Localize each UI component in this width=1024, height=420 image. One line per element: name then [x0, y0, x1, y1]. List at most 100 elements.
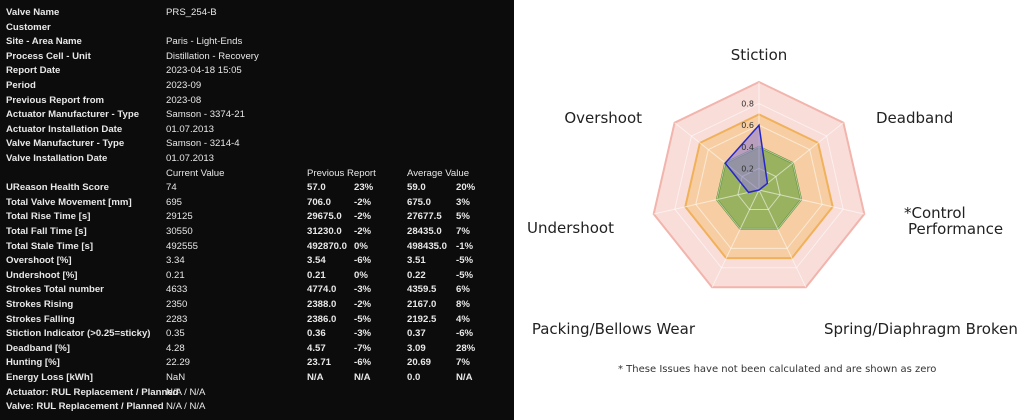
- metric-current: 492555: [166, 240, 199, 252]
- metric-current: 2350: [166, 299, 188, 310]
- radar-axis-label: Overshoot: [564, 109, 642, 127]
- metric-row: Stiction Indicator (>0.25=sticky) 0.35 0.3…: [0, 327, 514, 342]
- valve-report-panel: Valve Name PRS_254-B Customer Site - Area N…: [0, 0, 514, 420]
- info-row: Actuator Manufacturer - Type Samson - 337…: [0, 108, 514, 123]
- metric-average: 0.0: [407, 372, 421, 383]
- metric-average-pct: 28%: [456, 342, 476, 354]
- radar-tick-label: 0.8: [741, 100, 754, 109]
- metric-average-pct: -5%: [456, 269, 474, 281]
- metric-previous-pct: -6%: [354, 255, 372, 267]
- info-row: Previous Report from 2023-08: [0, 94, 514, 109]
- radar-axis-label: *Control Performance: [904, 204, 1003, 238]
- radar-tick-label: 0.4: [741, 143, 754, 152]
- info-label: Actuator Manufacturer - Type: [6, 109, 140, 121]
- metric-average: 4359.5: [407, 284, 437, 296]
- info-value: Samson - 3374-21: [166, 109, 245, 121]
- metric-average-pct: 20%: [456, 182, 476, 194]
- metric-previous-pct: -2%: [354, 226, 372, 237]
- metrics-header: Current Value Previous Report Average Va…: [0, 167, 514, 182]
- info-value: Distillation - Recovery: [166, 50, 259, 62]
- info-value: 01.07.2013: [166, 153, 215, 164]
- metric-average: 20.69: [407, 357, 432, 369]
- metric-average-pct: -5%: [456, 255, 474, 267]
- info-row: Period 2023-09: [0, 79, 514, 94]
- metric-current: 74: [166, 182, 177, 194]
- metric-previous-pct: -6%: [354, 357, 372, 369]
- info-label: Process Cell - Unit: [6, 50, 91, 62]
- chart-footnote: * These Issues have not been calculated …: [618, 364, 937, 375]
- metric-current: N/A / N/A: [166, 386, 206, 398]
- metric-previous: 3.54: [307, 255, 326, 267]
- metric-previous-pct: -2%: [354, 211, 372, 223]
- metric-current: 22.29: [166, 357, 191, 369]
- metric-row: Overshoot [%] 3.34 3.54 -6% 3.51 -5%: [0, 254, 514, 269]
- info-label: Valve Installation Date: [6, 153, 108, 164]
- metric-label: Energy Loss [kWh]: [6, 372, 93, 383]
- radar-spoke: [711, 189, 760, 288]
- metric-current: 0.21: [166, 269, 185, 281]
- info-value: PRS_254-B: [166, 7, 217, 18]
- metric-average: 0.22: [407, 269, 426, 281]
- info-label: Valve Manufacturer - Type: [6, 138, 125, 150]
- metric-row: Undershoot [%] 0.21 0.21 0% 0.22 -5%: [0, 269, 514, 284]
- metric-current: 3.34: [166, 255, 185, 267]
- radar-axis-label: Packing/Bellows Wear: [532, 320, 696, 338]
- metric-row: Total Fall Time [s] 30550 31230.0 -2% 28435.…: [0, 225, 514, 240]
- metric-average: 0.37: [407, 328, 426, 340]
- metric-label: Strokes Rising: [6, 299, 74, 310]
- info-row: Actuator Installation Date 01.07.2013: [0, 123, 514, 138]
- header-average-value: Average Value: [407, 167, 470, 179]
- metric-row: Hunting [%] 22.29 23.71 -6% 20.69 7%: [0, 356, 514, 371]
- metric-average-pct: -6%: [456, 328, 474, 340]
- info-label: Report Date: [6, 65, 61, 77]
- metric-average: 2192.5: [407, 313, 437, 325]
- metric-previous-pct: 0%: [354, 269, 368, 281]
- metric-label: Total Fall Time [s]: [6, 226, 87, 237]
- metric-row: Energy Loss [kWh] NaN N/A N/A 0.0 N/A: [0, 371, 514, 386]
- radar-gridline: [674, 103, 844, 269]
- info-label: Actuator Installation Date: [6, 123, 123, 135]
- metric-average: 2167.0: [407, 299, 437, 310]
- header-current-value: Current Value: [166, 167, 225, 179]
- info-value: Paris - Light-Ends: [166, 36, 243, 48]
- metric-average-pct: N/A: [456, 372, 473, 383]
- metric-previous: 2388.0: [307, 299, 337, 310]
- metric-average-pct: 5%: [456, 211, 470, 223]
- metric-average: 498435.0: [407, 240, 448, 252]
- metric-label: Actuator: RUL Replacement / Planned: [6, 386, 179, 398]
- metric-label: Deadband [%]: [6, 342, 70, 354]
- metric-previous: 492870.0: [307, 240, 348, 252]
- metric-label: Valve: RUL Replacement / Planned: [6, 401, 164, 413]
- info-row: Valve Installation Date 01.07.2013: [0, 152, 514, 167]
- metric-current: 30550: [166, 226, 193, 237]
- info-value: 01.07.2013: [166, 123, 215, 135]
- info-label: Customer: [6, 21, 51, 33]
- info-label: Period: [6, 80, 36, 91]
- metric-current: 695: [166, 196, 183, 208]
- metric-previous: 706.0: [307, 196, 332, 208]
- metric-previous-pct: -2%: [354, 196, 372, 208]
- info-label: Valve Name: [6, 7, 60, 18]
- radar-chart-panel: 0.2 0.4 0.6 0.8 Stiction Deadband *Control Perf…: [514, 0, 1024, 420]
- info-label: Previous Report from: [6, 94, 105, 106]
- info-row: Process Cell - Unit Distillation - Recove…: [0, 50, 514, 65]
- metric-previous-pct: N/A: [354, 372, 371, 383]
- metric-label: Undershoot [%]: [6, 269, 78, 281]
- radar-series-0: [724, 123, 769, 194]
- metric-row: Strokes Total number 4633 4774.0 -3% 4359.5 6…: [0, 283, 514, 298]
- metric-label: Stiction Indicator (>0.25=sticky): [6, 328, 151, 340]
- metric-row: Strokes Rising 2350 2388.0 -2% 2167.0 8%: [0, 298, 514, 313]
- header-previous-report: Previous Report: [307, 167, 376, 179]
- metric-average-pct: 3%: [456, 196, 470, 208]
- info-row: Report Date 2023-04-18 15:05: [0, 64, 514, 79]
- radar-chart: 0.2 0.4 0.6 0.8 Stiction Deadband *Control Perf…: [527, 46, 1018, 338]
- metric-average: 675.0: [407, 196, 432, 208]
- metric-average-pct: 6%: [456, 284, 470, 296]
- metric-previous: 57.0: [307, 182, 326, 194]
- metric-label: Hunting [%]: [6, 357, 60, 369]
- metric-previous: 4774.0: [307, 284, 337, 296]
- metric-average: 3.51: [407, 255, 426, 267]
- metric-previous-pct: 0%: [354, 240, 368, 252]
- metric-average: 3.09: [407, 342, 426, 354]
- metric-previous: 2386.0: [307, 313, 337, 325]
